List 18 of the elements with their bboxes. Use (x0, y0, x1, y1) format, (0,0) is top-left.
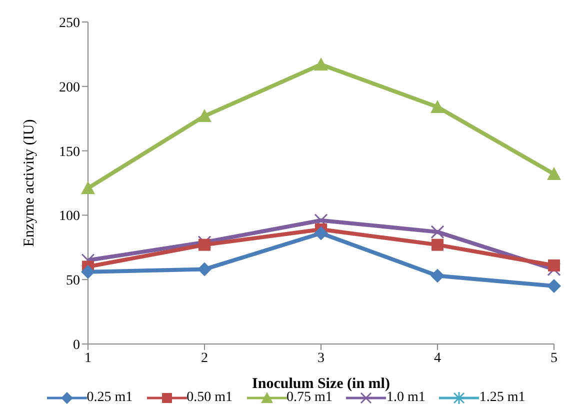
legend-label: 0.25 m1 (86, 390, 133, 406)
legend-label: 0.75 m1 (286, 390, 332, 406)
x-tick-label: 1 (84, 350, 92, 366)
y-tick-label: 100 (59, 209, 80, 224)
y-tick-label: 0 (73, 338, 80, 353)
y-tick-label: 50 (66, 274, 80, 289)
x-tick-label: 5 (550, 350, 558, 366)
legend-label: 1.25 m1 (479, 390, 526, 406)
legend-label: 1.0 m1 (386, 390, 426, 406)
y-tick-label: 250 (59, 16, 80, 31)
x-tick-label: 2 (201, 350, 208, 366)
x-tick-label: 4 (434, 350, 441, 366)
y-axis-title: Enzyme activity (IU) (21, 119, 38, 247)
y-tick-label: 150 (59, 144, 80, 160)
legend-label: 0.50 m1 (186, 390, 233, 406)
x-tick-label: 3 (318, 350, 324, 366)
x-axis-title: Inoculum Size (in ml) (252, 376, 390, 392)
y-tick-label: 200 (59, 80, 80, 96)
